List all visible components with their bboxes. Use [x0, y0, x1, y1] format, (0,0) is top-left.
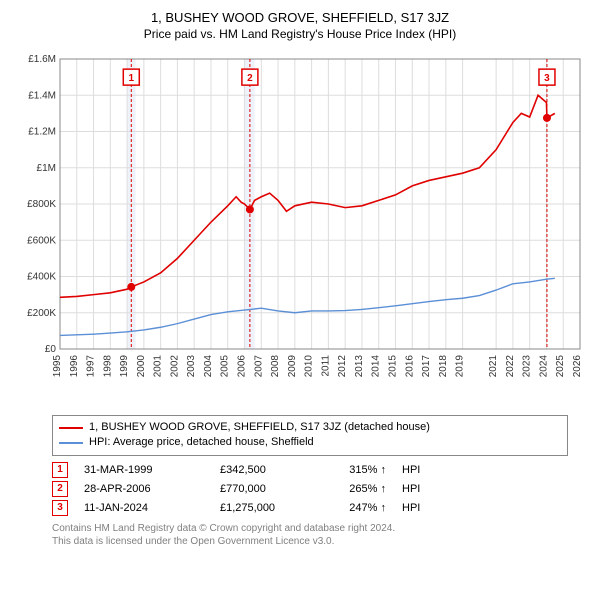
- legend-label-property: 1, BUSHEY WOOD GROVE, SHEFFIELD, S17 3JZ…: [89, 420, 430, 435]
- marker-pct-3: 247% ↑: [326, 502, 386, 514]
- marker-pct-1: 315% ↑: [326, 464, 386, 476]
- svg-text:1996: 1996: [69, 355, 80, 378]
- svg-text:2024: 2024: [538, 355, 549, 378]
- svg-text:1995: 1995: [52, 355, 63, 378]
- marker-row-3: 3 11-JAN-2024 £1,275,000 247% ↑ HPI: [52, 500, 568, 516]
- marker-price-2: £770,000: [220, 483, 310, 495]
- svg-text:2016: 2016: [404, 355, 415, 378]
- svg-text:2017: 2017: [421, 355, 432, 378]
- marker-pct-2: 265% ↑: [326, 483, 386, 495]
- svg-text:2012: 2012: [337, 355, 348, 378]
- legend-item-hpi: HPI: Average price, detached house, Shef…: [59, 435, 561, 450]
- legend-swatch-hpi: [59, 442, 83, 444]
- marker-date-3: 11-JAN-2024: [84, 502, 204, 514]
- line-chart: £0 £200K £400K £600K £800K £1M £1.2M £1.4M £1.6M…: [12, 49, 588, 409]
- svg-text:2000: 2000: [136, 355, 147, 378]
- attribution-line-2: This data is licensed under the Open Gov…: [52, 535, 568, 548]
- marker-suffix-1: HPI: [402, 464, 442, 476]
- legend-label-hpi: HPI: Average price, detached house, Shef…: [89, 435, 314, 450]
- marker-row-2: 2 28-APR-2006 £770,000 265% ↑ HPI: [52, 481, 568, 497]
- svg-text:2002: 2002: [169, 355, 180, 378]
- svg-text:£0: £0: [45, 344, 57, 355]
- svg-text:2007: 2007: [253, 355, 264, 378]
- sale-markers-table: 1 31-MAR-1999 £342,500 315% ↑ HPI 2 28-A…: [52, 462, 568, 516]
- marker-row-1: 1 31-MAR-1999 £342,500 315% ↑ HPI: [52, 462, 568, 478]
- svg-text:2009: 2009: [287, 355, 298, 378]
- svg-text:2013: 2013: [354, 355, 365, 378]
- svg-text:£800K: £800K: [27, 199, 56, 210]
- svg-text:£1M: £1M: [37, 163, 56, 174]
- svg-text:2: 2: [247, 73, 253, 84]
- svg-text:1: 1: [129, 73, 135, 84]
- svg-text:2019: 2019: [455, 355, 466, 378]
- svg-text:1997: 1997: [86, 355, 97, 378]
- svg-text:2015: 2015: [387, 355, 398, 378]
- svg-text:2025: 2025: [555, 355, 566, 378]
- svg-text:1998: 1998: [102, 355, 113, 378]
- marker-date-2: 28-APR-2006: [84, 483, 204, 495]
- marker-suffix-3: HPI: [402, 502, 442, 514]
- legend-item-property: 1, BUSHEY WOOD GROVE, SHEFFIELD, S17 3JZ…: [59, 420, 561, 435]
- svg-text:2011: 2011: [320, 355, 331, 377]
- marker-price-1: £342,500: [220, 464, 310, 476]
- marker-suffix-2: HPI: [402, 483, 442, 495]
- marker-price-3: £1,275,000: [220, 502, 310, 514]
- svg-text:£200K: £200K: [27, 308, 56, 319]
- svg-text:2008: 2008: [270, 355, 281, 378]
- svg-text:2003: 2003: [186, 355, 197, 378]
- svg-text:1999: 1999: [119, 355, 130, 378]
- legend-swatch-property: [59, 427, 83, 429]
- svg-text:£1.6M: £1.6M: [28, 54, 56, 65]
- svg-text:2004: 2004: [203, 355, 214, 378]
- legend: 1, BUSHEY WOOD GROVE, SHEFFIELD, S17 3JZ…: [52, 415, 568, 456]
- svg-text:2010: 2010: [304, 355, 315, 378]
- marker-badge-3: 3: [52, 500, 68, 516]
- page-subtitle: Price paid vs. HM Land Registry's House …: [12, 27, 588, 41]
- svg-text:£1.2M: £1.2M: [28, 127, 56, 138]
- svg-text:£1.4M: £1.4M: [28, 90, 56, 101]
- svg-text:2005: 2005: [220, 355, 231, 378]
- svg-text:2001: 2001: [153, 355, 164, 378]
- svg-text:2006: 2006: [237, 355, 248, 378]
- svg-text:2014: 2014: [371, 355, 382, 378]
- page-title: 1, BUSHEY WOOD GROVE, SHEFFIELD, S17 3JZ: [12, 10, 588, 25]
- svg-text:2022: 2022: [505, 355, 516, 378]
- svg-text:3: 3: [544, 73, 550, 84]
- svg-text:2026: 2026: [572, 355, 583, 378]
- chart-area: £0 £200K £400K £600K £800K £1M £1.2M £1.4M £1.6M…: [12, 49, 588, 409]
- svg-text:£400K: £400K: [27, 272, 56, 283]
- svg-text:2021: 2021: [488, 355, 499, 378]
- marker-badge-1: 1: [52, 462, 68, 478]
- marker-date-1: 31-MAR-1999: [84, 464, 204, 476]
- svg-text:2018: 2018: [438, 355, 449, 378]
- svg-text:2023: 2023: [522, 355, 533, 378]
- attribution: Contains HM Land Registry data © Crown c…: [52, 522, 568, 548]
- svg-text:£600K: £600K: [27, 235, 56, 246]
- attribution-line-1: Contains HM Land Registry data © Crown c…: [52, 522, 568, 535]
- chart-container: 1, BUSHEY WOOD GROVE, SHEFFIELD, S17 3JZ…: [0, 0, 600, 556]
- marker-badge-2: 2: [52, 481, 68, 497]
